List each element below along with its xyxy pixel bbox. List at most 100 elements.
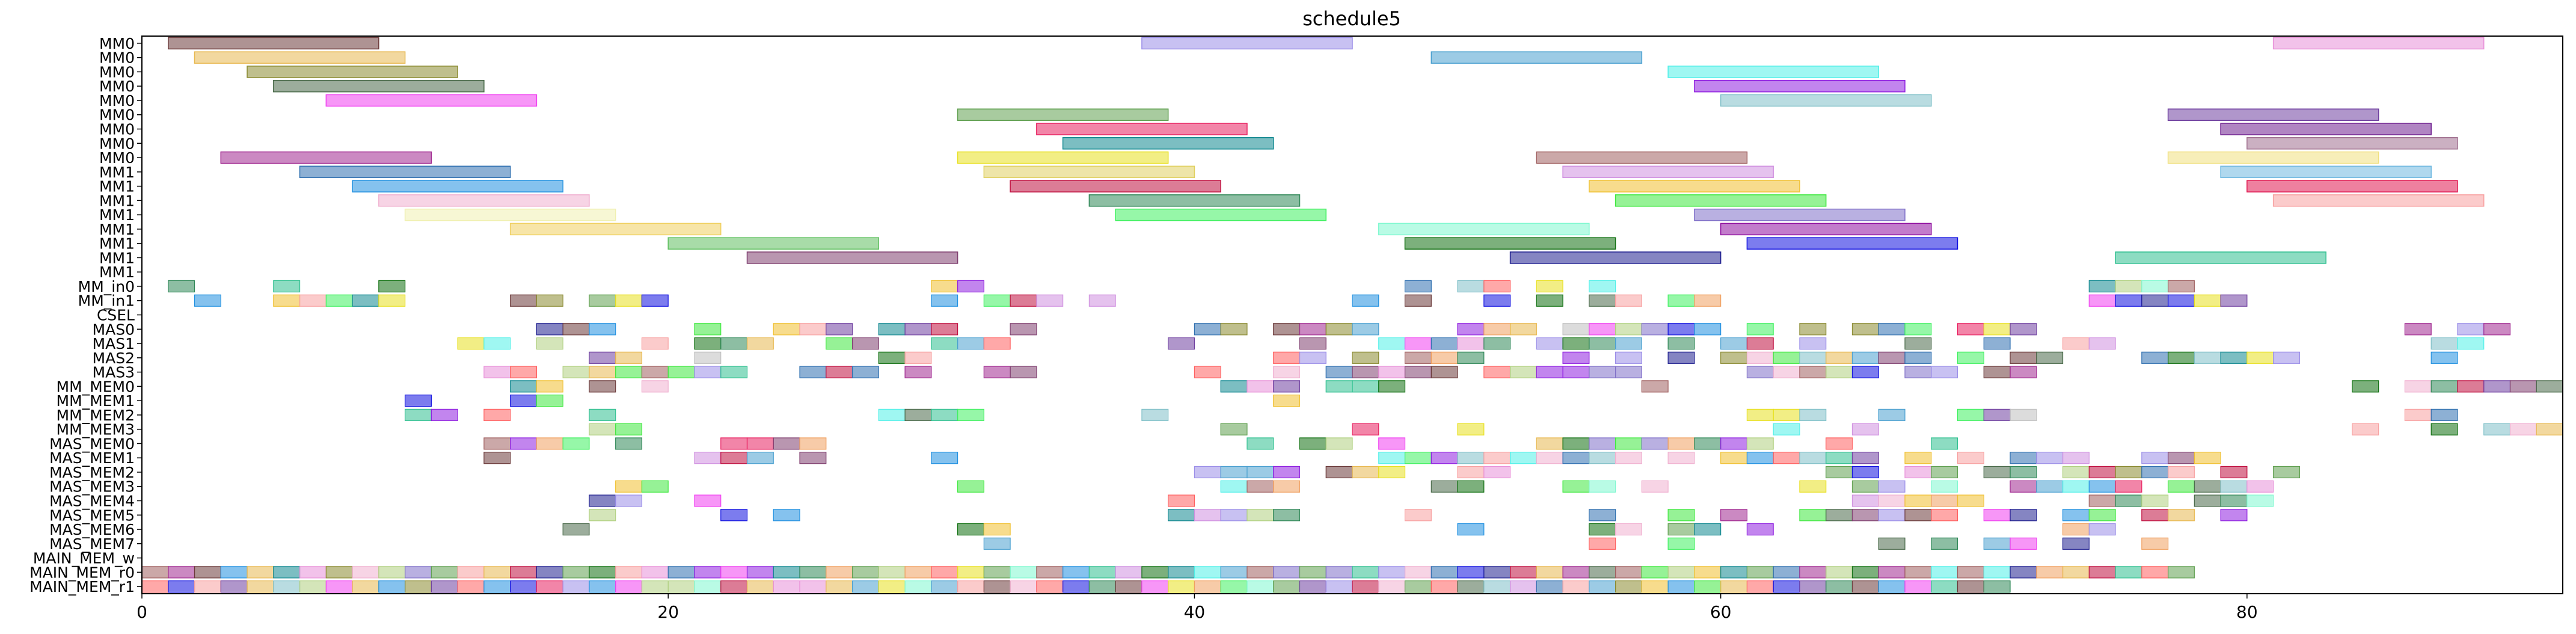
- gantt-block-428: [983, 566, 1011, 579]
- gantt-block-234: [2536, 423, 2563, 435]
- gantt-block-497: [746, 580, 774, 593]
- gantt-block-32: [1483, 294, 1511, 307]
- gantt-block-484: [405, 580, 432, 593]
- gantt-block-349: [2220, 494, 2248, 507]
- gantt-block-339: [1168, 494, 1195, 507]
- gantt-block-49: [799, 323, 827, 336]
- gantt-block-388: [1589, 537, 1616, 550]
- gantt-block-324: [1851, 480, 1879, 493]
- gantt-block-272: [1562, 452, 1590, 464]
- y-tick-label: MM1: [99, 263, 135, 281]
- gantt-block-139: [2141, 351, 2169, 364]
- y-tick-label: MAS0: [93, 321, 135, 338]
- gantt-block-304: [2010, 466, 2037, 479]
- gantt-block-91: [957, 337, 984, 350]
- gantt-block-532: [1667, 580, 1695, 593]
- gantt-block-440: [1299, 566, 1326, 579]
- gantt-block-396: [141, 566, 169, 579]
- y-tick-label: MM_MEM3: [57, 421, 135, 439]
- gantt-block-336: [589, 494, 616, 507]
- y-tick-label: MAIN_MEM_w: [33, 550, 135, 567]
- gantt-bar-43: [1509, 251, 1722, 264]
- small-blocks-layer: [141, 280, 2563, 593]
- gantt-bar-42: [746, 251, 958, 264]
- gantt-block-417: [694, 566, 722, 579]
- gantt-block-127: [1667, 351, 1695, 364]
- gantt-block-9: [1589, 280, 1616, 293]
- gantt-bar-38: [1720, 223, 1932, 236]
- gantt-block-280: [1826, 452, 1853, 464]
- gantt-block-23: [615, 294, 643, 307]
- gantt-block-515: [1220, 580, 1248, 593]
- gantt-block-302: [1931, 466, 1958, 479]
- gantt-block-520: [1352, 580, 1379, 593]
- gantt-block-340: [1851, 494, 1879, 507]
- y-tick-label: MM0: [99, 135, 135, 152]
- gantt-block-244: [1247, 437, 1274, 450]
- gantt-block-454: [1667, 566, 1695, 579]
- gantt-block-542: [1931, 580, 1958, 593]
- gantt-block-170: [1536, 366, 1563, 378]
- gantt-block-381: [1615, 523, 1642, 536]
- gantt-block-346: [2115, 494, 2142, 507]
- gantt-block-352: [720, 509, 748, 522]
- gantt-block-79: [2457, 323, 2485, 336]
- gantt-block-145: [2430, 351, 2458, 364]
- gantt-block-374: [2167, 509, 2195, 522]
- gantt-bar-29: [378, 194, 590, 207]
- gantt-bar-2: [2272, 37, 2485, 50]
- gantt-block-106: [1746, 337, 1774, 350]
- gantt-block-20: [510, 294, 538, 307]
- gantt-block-70: [1746, 323, 1774, 336]
- gantt-block-87: [746, 337, 774, 350]
- gantt-block-395: [2141, 537, 2169, 550]
- gantt-block-325: [1878, 480, 1906, 493]
- gantt-block-376: [562, 523, 590, 536]
- gantt-block-285: [2036, 452, 2064, 464]
- gantt-block-3: [931, 280, 958, 293]
- y-tick-label: MAIN_MEM_r1: [29, 578, 135, 596]
- gantt-block-367: [1904, 509, 1932, 522]
- gantt-block-62: [1483, 323, 1511, 336]
- gantt-block-141: [2194, 351, 2221, 364]
- gantt-block-327: [2010, 480, 2037, 493]
- gantt-block-382: [1667, 523, 1695, 536]
- gantt-block-225: [1220, 423, 1248, 435]
- gantt-block-51: [878, 323, 906, 336]
- gantt-block-240: [720, 437, 748, 450]
- gantt-block-16: [299, 294, 327, 307]
- gantt-bar-21: [299, 165, 511, 179]
- gantt-block-429: [1010, 566, 1037, 579]
- gantt-block-7: [1483, 280, 1511, 293]
- gantt-block-350: [2246, 494, 2274, 507]
- gantt-block-84: [641, 337, 669, 350]
- chart-title: schedule5: [1302, 7, 1401, 30]
- gantt-block-311: [2273, 466, 2300, 479]
- gantt-block-226: [1352, 423, 1379, 435]
- gantt-block-441: [1325, 566, 1353, 579]
- gantt-block-253: [1667, 437, 1695, 450]
- gantt-block-38: [2088, 294, 2116, 307]
- gantt-block-330: [2088, 480, 2116, 493]
- y-tick-label: MM0: [99, 149, 135, 167]
- gantt-block-404: [352, 566, 379, 579]
- gantt-block-142: [2220, 351, 2248, 364]
- gantt-block-158: [904, 366, 932, 378]
- gantt-block-470: [2088, 566, 2116, 579]
- gantt-bar-39: [667, 237, 880, 250]
- gantt-block-249: [1562, 437, 1590, 450]
- gantt-block-462: [1878, 566, 1906, 579]
- gantt-block-347: [2141, 494, 2169, 507]
- gantt-block-341: [1878, 494, 1906, 507]
- y-tick-label: MAS_MEM5: [49, 506, 135, 524]
- gantt-block-193: [1641, 380, 1669, 393]
- gantt-block-530: [1615, 580, 1642, 593]
- gantt-block-521: [1378, 580, 1406, 593]
- gantt-block-251: [1615, 437, 1642, 450]
- gantt-block-368: [1931, 509, 1958, 522]
- gantt-block-487: [483, 580, 511, 593]
- gantt-block-27: [1010, 294, 1037, 307]
- gantt-block-512: [1141, 580, 1169, 593]
- gantt-block-358: [1273, 509, 1301, 522]
- gantt-block-48: [773, 323, 800, 336]
